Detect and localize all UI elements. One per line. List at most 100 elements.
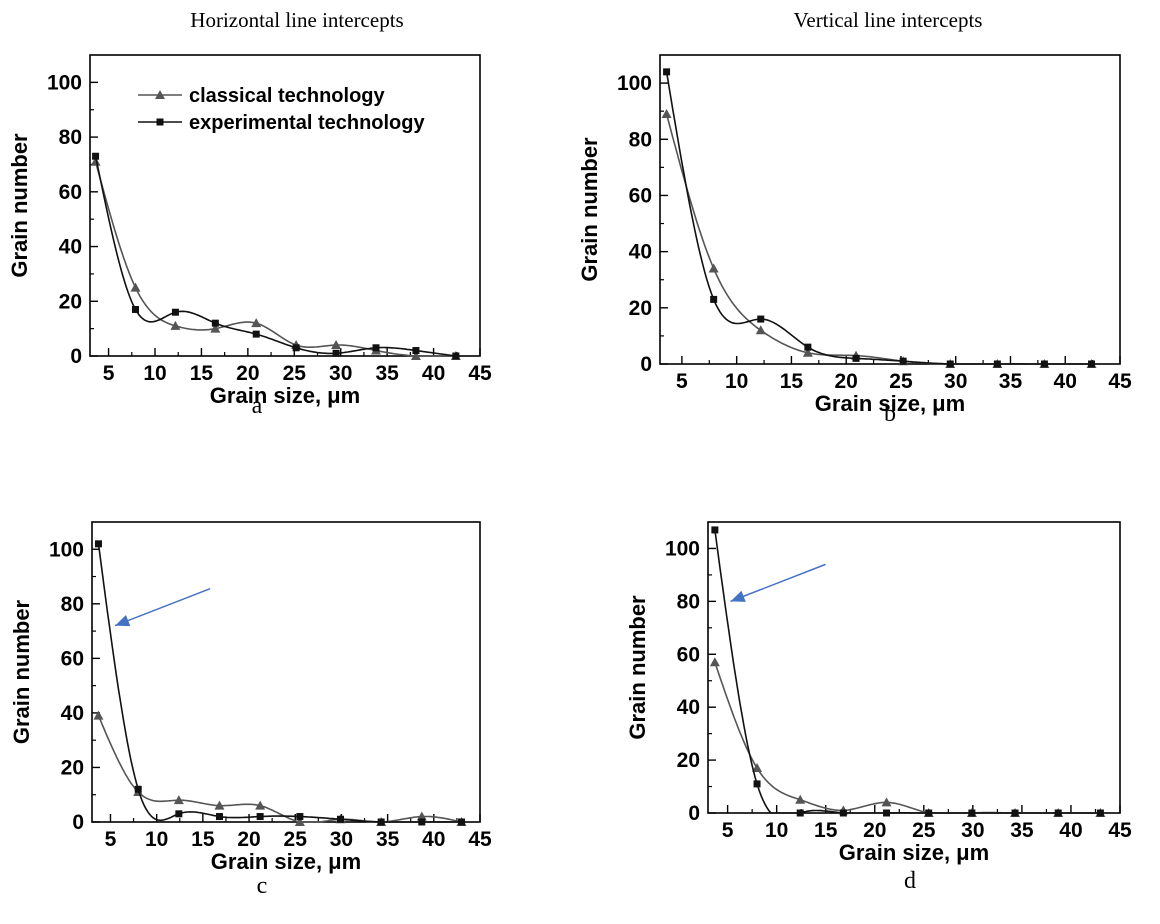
x-tick-label: 25 — [912, 819, 936, 842]
y-axis-label: Grain number — [577, 137, 602, 282]
x-tick-label: 20 — [236, 362, 259, 385]
y-tick-label: 60 — [59, 181, 82, 204]
x-tick-label: 30 — [961, 819, 984, 842]
x-tick-label: 20 — [835, 370, 858, 393]
data-point-square — [332, 349, 340, 357]
series-line-square — [94, 156, 456, 357]
data-point-square — [452, 352, 460, 360]
data-point-square — [663, 68, 671, 76]
series-line-triangle — [97, 715, 462, 823]
plot-frame — [659, 54, 1121, 365]
x-tick-label: 30 — [944, 370, 967, 393]
data-point-square — [418, 818, 426, 826]
y-tick-label: 40 — [629, 241, 652, 264]
x-tick-label: 10 — [145, 828, 168, 851]
panel-label: b — [884, 401, 896, 427]
data-point-square — [377, 818, 385, 826]
legend-marker-square — [156, 118, 164, 126]
x-tick-label: 15 — [191, 828, 215, 851]
y-tick-label: 100 — [49, 538, 84, 561]
data-point-triangle — [881, 797, 892, 807]
x-tick-label: 45 — [1108, 819, 1132, 842]
y-tick-label: 20 — [59, 290, 82, 313]
series-line-triangle — [714, 661, 1101, 814]
y-tick-label: 60 — [61, 647, 84, 670]
x-tick-label: 10 — [765, 819, 788, 842]
y-tick-label: 0 — [640, 353, 652, 376]
x-tick-label: 35 — [376, 828, 400, 851]
data-point-square — [1088, 360, 1096, 368]
data-point-square — [796, 809, 804, 817]
data-point-triangle — [173, 795, 184, 805]
data-point-square — [1011, 809, 1019, 817]
x-axis-label: Grain size, μm — [211, 849, 361, 874]
x-tick-label: 35 — [1010, 819, 1034, 842]
data-point-triangle — [93, 710, 104, 720]
data-point-square — [804, 343, 812, 351]
data-point-square — [839, 809, 847, 817]
data-point-triangle — [661, 108, 672, 118]
x-tick-label: 25 — [284, 828, 308, 851]
series-line-triangle — [94, 161, 456, 357]
data-point-square — [968, 809, 976, 817]
data-point-square — [337, 815, 345, 823]
annotation-arrow-head — [115, 614, 131, 627]
plot-frame — [89, 54, 481, 357]
data-point-square — [211, 319, 219, 327]
x-tick-label: 45 — [468, 362, 492, 385]
data-point-triangle — [708, 263, 719, 273]
chart-panel-d: 5 10 15 20 25 30 35 40 45 0 20 40 60 80 100 Grain size,… — [625, 521, 1132, 894]
x-tick-label: 10 — [143, 362, 166, 385]
chart-panel-c: 5 10 15 20 25 30 35 40 45 0 20 40 60 80 100 Grain size,… — [9, 521, 492, 899]
column-title-horizontal: Horizontal line intercepts — [190, 8, 403, 32]
chart-panel-a: 5 10 15 20 25 30 35 40 45 0 20 40 60 80 100 Grain size,… — [7, 54, 492, 419]
x-tick-label: 5 — [676, 370, 688, 393]
data-point-triangle — [410, 351, 421, 360]
series-line-square — [665, 71, 1092, 365]
y-tick-label: 60 — [629, 184, 652, 207]
data-point-triangle — [255, 800, 266, 810]
y-tick-label: 0 — [72, 811, 84, 834]
data-point-triangle — [90, 156, 101, 166]
x-axis-label: Grain size, μm — [815, 391, 965, 416]
x-tick-label: 10 — [725, 370, 748, 393]
data-point-square — [292, 344, 300, 352]
plot-frame — [91, 521, 481, 823]
data-point-square — [710, 295, 718, 303]
annotation-arrow — [114, 587, 211, 627]
data-point-triangle — [170, 320, 181, 330]
data-point-square — [134, 785, 142, 793]
data-point-square — [852, 354, 860, 362]
data-point-square — [92, 152, 100, 160]
x-tick-label: 40 — [1059, 819, 1082, 842]
x-tick-label: 5 — [105, 828, 117, 851]
x-tick-label: 30 — [329, 362, 352, 385]
data-point-square — [946, 360, 954, 368]
column-title-vertical: Vertical line intercepts — [794, 8, 983, 32]
data-point-square — [711, 526, 719, 534]
series-line-triangle — [665, 113, 1092, 365]
x-tick-label: 20 — [237, 828, 260, 851]
data-point-square — [925, 809, 933, 817]
data-point-square — [372, 344, 380, 352]
data-point-square — [757, 315, 765, 323]
x-tick-label: 35 — [999, 370, 1023, 393]
data-point-triangle — [214, 800, 225, 810]
x-tick-label: 30 — [330, 828, 353, 851]
data-point-square — [252, 330, 260, 338]
x-tick-label: 5 — [722, 819, 734, 842]
y-tick-label: 80 — [61, 593, 84, 616]
x-tick-label: 15 — [780, 370, 804, 393]
legend-marker-triangle — [155, 90, 165, 99]
annotation-arrow — [730, 563, 826, 603]
data-point-triangle — [416, 811, 427, 821]
data-point-triangle — [795, 794, 806, 804]
data-point-triangle — [210, 323, 221, 333]
panel-label: c — [257, 873, 268, 899]
plot-frame — [707, 521, 1121, 814]
panel-label: a — [252, 393, 263, 419]
data-point-triangle — [752, 763, 763, 773]
x-axis-label: Grain size, μm — [210, 383, 360, 408]
y-tick-label: 0 — [70, 345, 82, 368]
data-point-square — [256, 813, 264, 821]
